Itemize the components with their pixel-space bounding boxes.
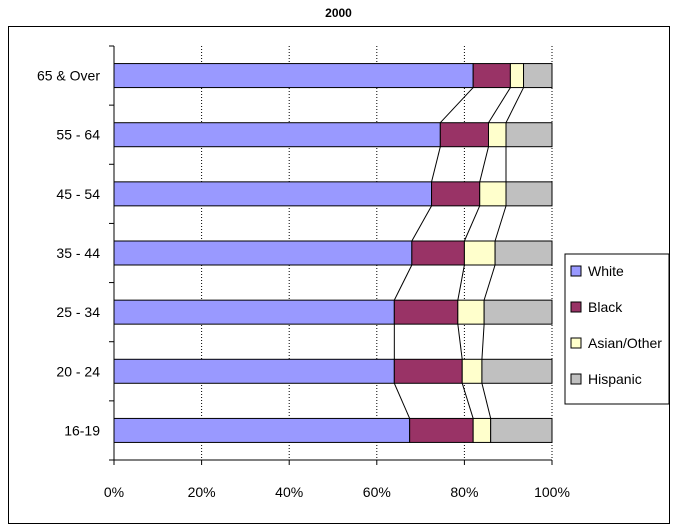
series-line [439,87,474,124]
bar-asian-other-5 [461,358,483,384]
bar-white-1 [113,122,441,148]
legend-swatch-white [570,265,582,277]
bar-white-6 [113,417,411,443]
series-line [461,383,474,419]
series-line [479,146,489,182]
y-tick-label: 45 - 54 [56,186,100,202]
bar-hispanic-1 [505,122,553,148]
bar-asian-other-6 [472,417,492,443]
chart-title: 2000 [325,6,352,20]
series-line [457,324,463,360]
bar-black-4 [393,299,459,325]
bar-black-5 [393,358,463,384]
bar-black-0 [472,63,511,89]
bar-black-3 [411,240,465,266]
y-tick-label: 25 - 34 [56,304,100,320]
bar-asian-other-4 [457,299,485,325]
bar-hispanic-4 [483,299,553,325]
bar-hispanic-0 [523,63,553,89]
y-tick-label: 20 - 24 [56,363,100,379]
bar-hispanic-6 [490,417,553,443]
x-tick-label: 80% [450,484,478,500]
legend-swatch-hispanic [570,373,582,385]
legend-swatch-asian-other [570,337,582,349]
legend-label-white: White [588,263,624,279]
bar-white-4 [113,299,395,325]
bar-hispanic-5 [481,358,553,384]
series-line [431,146,441,182]
legend-swatch-black [570,301,582,313]
legend-box [564,253,670,405]
legend-label-hispanic: Hispanic [588,371,642,387]
y-tick-label: 35 - 44 [56,245,100,261]
series-line [481,324,485,360]
bar-hispanic-2 [505,181,553,207]
bar-white-3 [113,240,413,266]
bar-hispanic-3 [494,240,553,266]
series-line [483,264,496,301]
bar-black-1 [439,122,489,148]
bar-asian-other-3 [463,240,496,266]
bar-white-5 [113,358,395,384]
x-tick-label: 40% [275,484,303,500]
bar-black-2 [431,181,481,207]
series-line [463,205,481,242]
legend-label-black: Black [588,299,623,315]
series-line [393,383,411,419]
series-line [505,87,524,123]
x-tick-label: 100% [534,484,570,500]
bar-white-2 [113,181,433,207]
bar-asian-other-2 [479,181,507,207]
y-tick-label: 16-19 [64,422,100,438]
series-line [457,264,465,301]
y-tick-label: 55 - 64 [56,127,100,143]
series-line [411,205,432,242]
bar-white-0 [113,63,474,89]
series-line [494,205,507,242]
x-tick-label: 0% [104,484,124,500]
x-tick-label: 60% [363,484,391,500]
legend-label-asian-other: Asian/Other [588,335,662,351]
series-line [488,87,511,123]
bar-asian-other-0 [509,63,525,89]
series-line [481,383,492,419]
series-line [393,264,413,301]
y-tick-label: 65 & Over [37,68,100,84]
x-tick-label: 20% [188,484,216,500]
bar-black-6 [409,417,474,443]
bar-asian-other-1 [487,122,507,148]
